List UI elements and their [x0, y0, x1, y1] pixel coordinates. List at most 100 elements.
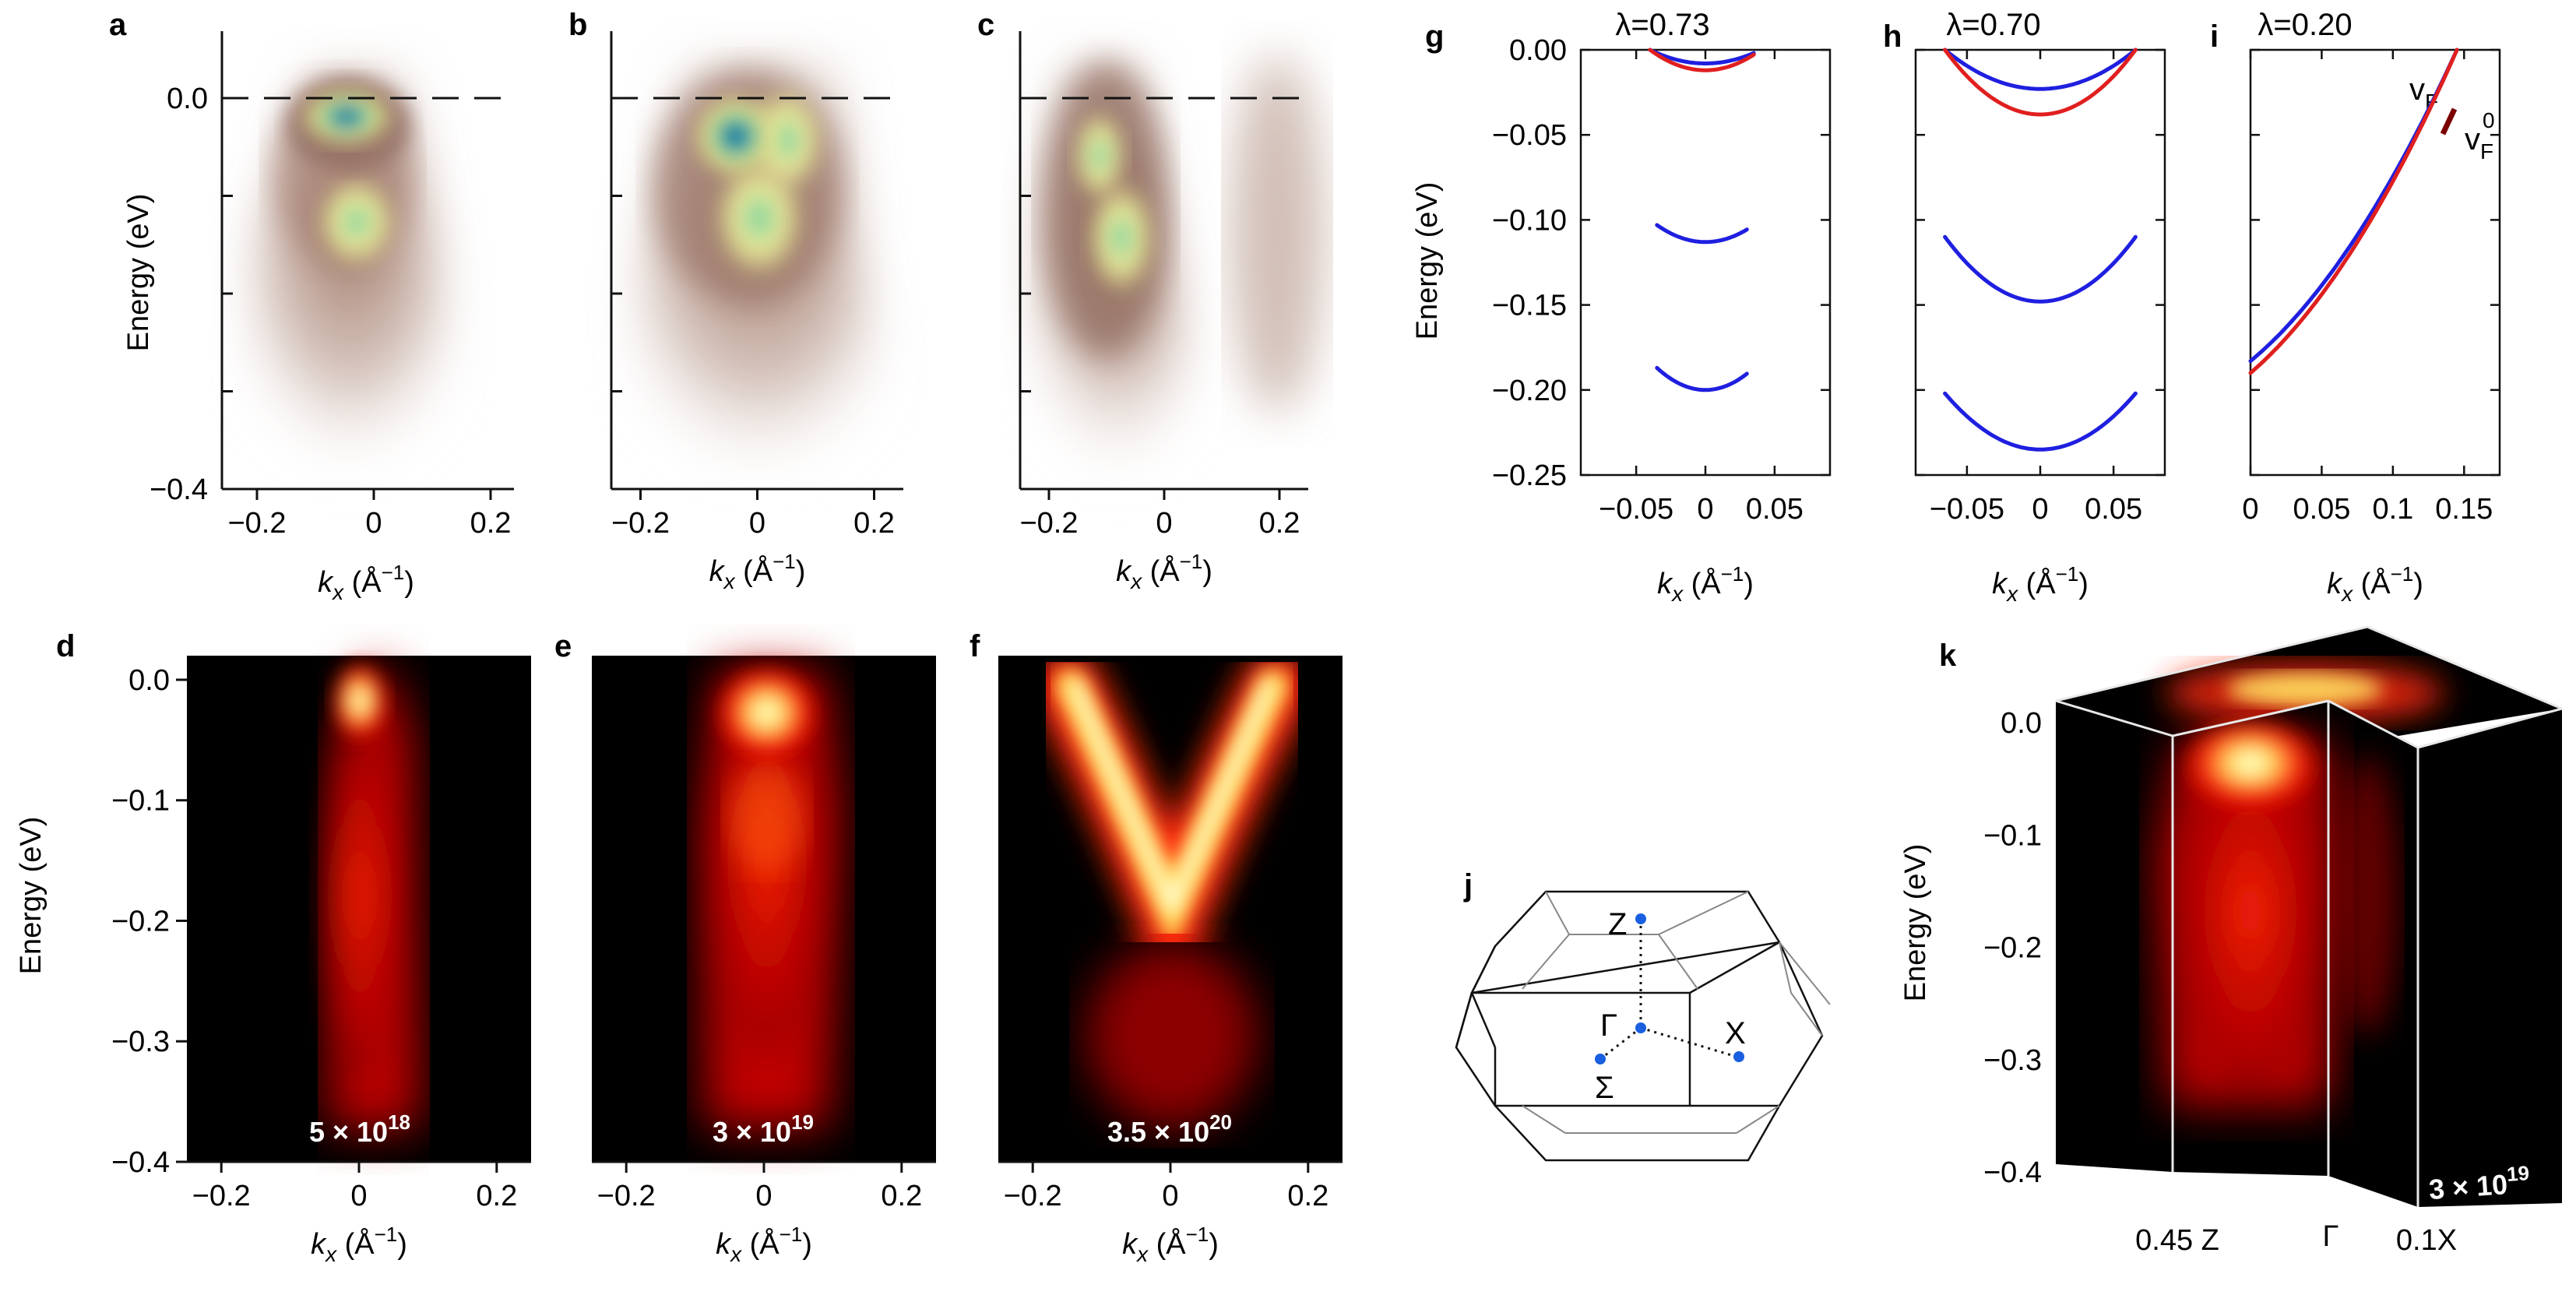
- panel-label-g: g: [1425, 19, 1444, 54]
- y-tick-label-k-4: −0.4: [1983, 1156, 2042, 1189]
- xlabel-g-part-4: ): [1744, 568, 1754, 600]
- xlabel-b-part-0: k: [709, 555, 726, 588]
- xtick-k-1: Γ: [2323, 1220, 2339, 1253]
- x-tick-label-g-2: 0.05: [1746, 493, 1804, 526]
- x-tick-label-f-1: 0: [1162, 1180, 1178, 1212]
- plot-frame-g: [1579, 48, 1832, 477]
- panel-d: d Energy (eV) 5 × 1018: [15, 629, 531, 1162]
- x-tick-label-e-0: −0.2: [597, 1180, 656, 1212]
- vf0-marker: [2440, 107, 2458, 135]
- xlabel-h: kx (Å−1): [1992, 562, 2089, 606]
- fire-heatmap-k: [2157, 713, 2398, 1106]
- panel-e: e 3 × 1019: [554, 629, 936, 1162]
- y-tick-label-k-1: −0.1: [1983, 819, 2042, 852]
- xlabel-b: kx (Å−1): [709, 550, 806, 593]
- svg-text:kx (Å−1): kx (Å−1): [318, 561, 414, 604]
- y-tick-label-g-2: −0.10: [1492, 204, 1567, 237]
- panel-label-b: b: [568, 8, 587, 42]
- xlabel-c-part-4: ): [1202, 555, 1212, 588]
- xlabel-f-part-3: −1: [1186, 1223, 1209, 1246]
- xlabel-h-part-1: x: [2005, 582, 2018, 606]
- doping-label-e: 3 × 1019: [713, 1110, 814, 1148]
- series-line-h-2: [1943, 234, 2138, 304]
- x-tick-label-f-0: −0.2: [1004, 1180, 1062, 1212]
- x-tick-label-a-0: −0.2: [227, 507, 286, 540]
- vf0-sup: 0: [2483, 108, 2495, 132]
- doping-label-k: 3 × 1019: [2427, 1161, 2531, 1205]
- xlabel-close: ): [404, 566, 414, 599]
- x-tick-label-e-1: 0: [755, 1180, 772, 1212]
- panel-c: c: [977, 8, 1324, 491]
- xlabel-h-part-2: (Å: [2018, 566, 2056, 600]
- xlabel-sup: −1: [382, 561, 405, 584]
- xlabel-e-part-2: (Å: [741, 1226, 779, 1261]
- xlabel-f-part-2: (Å: [1148, 1226, 1186, 1261]
- x-tick-label-i-2: 0.1: [2372, 493, 2413, 526]
- xlabel-i-part-2: (Å: [2353, 566, 2391, 600]
- series-line-h-1: [1943, 48, 2138, 117]
- ylabel-k: Energy (eV): [1899, 844, 1932, 1002]
- xlabel-d-part-0: k: [311, 1228, 327, 1261]
- x-tick-label-g-1: 0: [1697, 493, 1713, 526]
- xtick-k-2: 0.1X: [2396, 1224, 2457, 1257]
- series-line-g-1: [1648, 48, 1756, 72]
- panel-label-d: d: [56, 629, 75, 663]
- xlabel-f-part-1: x: [1135, 1242, 1149, 1266]
- y-tick-label-g-0: 0.00: [1509, 34, 1567, 67]
- bz-point-x: [1733, 1051, 1744, 1062]
- xlabel-c: kx (Å−1): [1116, 550, 1212, 593]
- y-tick-label-d-1: −0.1: [111, 785, 170, 818]
- xlabel-i: kx (Å−1): [2327, 562, 2423, 606]
- x-tick-label-a-2: 0.2: [470, 507, 512, 540]
- panel-label-k: k: [1939, 639, 1957, 673]
- arpes-heatmap-b: [615, 62, 903, 491]
- x-tick-label-h-0: −0.05: [1930, 493, 2004, 526]
- title-i: λ=0.20: [2258, 8, 2352, 42]
- bz-point-z: [1635, 913, 1646, 924]
- doping-label-d: 5 × 1018: [309, 1110, 410, 1148]
- x-tick-label-c-2: 0.2: [1259, 507, 1300, 540]
- xlabel-g: kx (Å−1): [1657, 562, 1754, 606]
- panel-b: b: [568, 8, 903, 491]
- xlabel-d-part-2: (Å: [336, 1226, 375, 1261]
- bz-point-sigma: [1595, 1054, 1606, 1064]
- xlabel-g-part-1: x: [1670, 582, 1684, 606]
- xlabel-g-part-2: (Å: [1683, 566, 1721, 600]
- series-line-h-3: [1943, 391, 2138, 452]
- xlabel-c-part-0: k: [1116, 555, 1132, 588]
- panel-label-h: h: [1883, 19, 1902, 54]
- fire-heatmap-d: [317, 658, 421, 1129]
- bz-label-gamma: Γ: [1600, 1008, 1617, 1043]
- fire-heatmap-e: [701, 662, 841, 1129]
- xlabel-d-part-4: ): [397, 1228, 407, 1261]
- y-tick-label-d-2: −0.2: [111, 905, 170, 938]
- xlabel-e-part-1: x: [729, 1242, 742, 1266]
- x-tick-label-c-1: 0: [1156, 507, 1172, 540]
- title-h: λ=0.70: [1946, 8, 2040, 42]
- panel-label-a: a: [109, 8, 127, 42]
- x-tick-label-i-0: 0: [2242, 493, 2258, 526]
- series-line-g-0: [1648, 48, 1756, 65]
- xlabel-f: kx (Å−1): [1122, 1223, 1219, 1266]
- x-tick-label-f-2: 0.2: [1287, 1180, 1328, 1212]
- panel-label-j: j: [1463, 868, 1473, 903]
- xlabel-e-part-4: ): [802, 1228, 812, 1261]
- x-tick-label-b-2: 0.2: [853, 507, 895, 540]
- xlabel-b-part-2: (Å: [735, 554, 773, 588]
- series-line-i-1: [2248, 48, 2459, 375]
- x-tick-label-i-1: 0.05: [2293, 493, 2350, 526]
- x-tick-label-h-2: 0.05: [2085, 493, 2142, 526]
- x-tick-label-d-1: 0: [350, 1180, 367, 1212]
- xlabel-g-part-3: −1: [1721, 562, 1744, 586]
- x-tick-label-c-0: −0.2: [1019, 507, 1078, 540]
- xlabel-i-part-3: −1: [2391, 562, 2414, 586]
- xlabel-b-part-3: −1: [772, 550, 796, 573]
- y-tick-label-a-1: −0.4: [150, 473, 208, 506]
- series-line-g-3: [1655, 365, 1749, 392]
- doping-label-f: 3.5 × 1020: [1107, 1110, 1232, 1148]
- xlabel-f-part-0: k: [1122, 1228, 1138, 1261]
- bz-label-z: Z: [1608, 907, 1627, 941]
- xlabel-a: kx (Å−1): [318, 561, 414, 604]
- panel-f: f 3.5 × 1020: [970, 629, 1343, 1162]
- y-tick-label-g-4: −0.20: [1492, 375, 1567, 407]
